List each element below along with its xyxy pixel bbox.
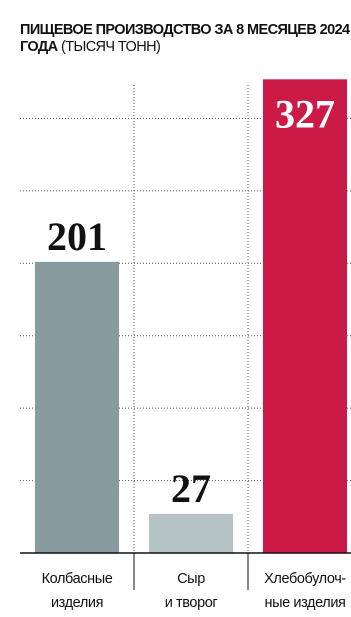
- chart-title: ПИЩЕВОЕ ПРОИЗВОДСТВО ЗА 8 МЕСЯЦЕВ 2024 Г…: [20, 22, 350, 55]
- x-tick-label: Сыр и творог: [164, 571, 218, 611]
- bar: [35, 261, 119, 553]
- title-block: ПИЩЕВОЕ ПРОИЗВОДСТВО ЗА 8 МЕСЯЦЕВ 2024 Г…: [20, 22, 351, 56]
- bar: [263, 79, 347, 554]
- value-label: 327: [275, 91, 335, 136]
- value-label: 27: [171, 466, 211, 511]
- bar: [149, 513, 233, 553]
- unit: (ТЫСЯЧ ТОНН): [60, 39, 161, 55]
- x-tick-label: Колбасные изделия: [41, 571, 113, 611]
- value-label: 201: [47, 214, 107, 259]
- x-tick-label: Хлебобулоч- ные изделия: [264, 571, 346, 611]
